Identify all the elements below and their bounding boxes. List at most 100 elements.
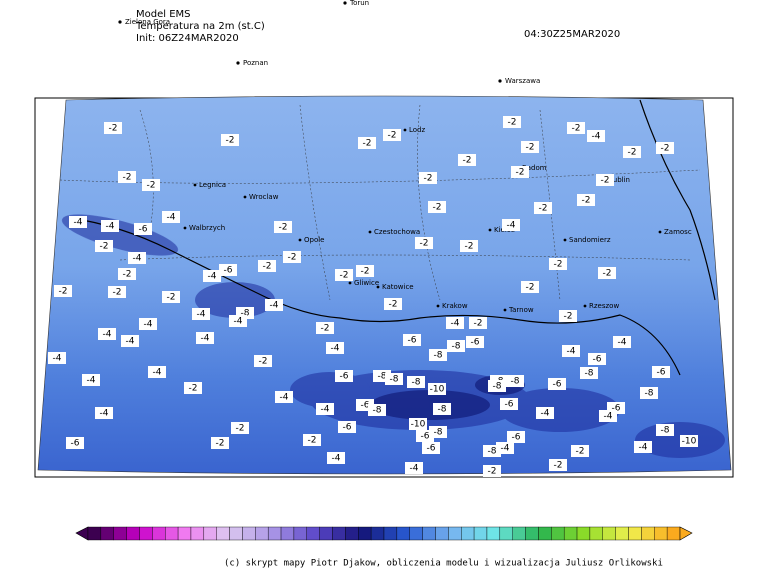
contour-label-box <box>48 352 66 364</box>
contour-label: -8 <box>645 389 654 399</box>
contour-label-box <box>219 264 237 276</box>
contour-label: -10 <box>411 420 426 430</box>
color-swatch <box>525 526 539 541</box>
contour-label-box <box>588 353 606 365</box>
contour-label: -2 <box>279 223 288 233</box>
contour-label: -6 <box>421 432 430 442</box>
contour-label-box <box>139 318 157 330</box>
contour-label: -4 <box>144 320 153 330</box>
contour-label: -2 <box>576 447 585 457</box>
contour-label-box <box>506 375 524 387</box>
contour-label-box <box>134 223 152 235</box>
contour-label: -2 <box>340 271 349 281</box>
contour-label: -2 <box>474 319 483 329</box>
contour-label: -4 <box>592 132 601 142</box>
contour-label-box <box>118 268 136 280</box>
color-swatch <box>100 526 114 541</box>
contour-label: -6 <box>612 404 621 414</box>
color-bar <box>75 526 693 541</box>
contour-label: -2 <box>661 144 670 154</box>
city-dot <box>503 308 507 312</box>
contour-label: -4 <box>53 354 62 364</box>
city-label: Poznan <box>243 59 268 67</box>
contour-label: -4 <box>501 444 510 454</box>
contour-label: -2 <box>167 293 176 303</box>
contour-label: -2 <box>226 136 235 146</box>
contour-label: -4 <box>106 222 115 232</box>
contour-label-box <box>521 281 539 293</box>
contour-label: -8 <box>488 447 497 457</box>
contour-label: -8 <box>241 309 250 319</box>
contour-label-box <box>383 129 401 141</box>
contour-label: -4 <box>133 254 142 264</box>
contour-label-box <box>148 366 166 378</box>
contour-label-box <box>338 421 356 433</box>
city-label: Lodz <box>409 126 426 134</box>
contour-label-box <box>118 171 136 183</box>
contour-label: -6 <box>427 444 436 454</box>
contour-label-box <box>384 298 402 310</box>
color-swatch <box>216 526 230 541</box>
contour-label: -4 <box>126 337 135 347</box>
city-dot <box>376 285 380 289</box>
contour-label: -2 <box>259 357 268 367</box>
contour-label: -2 <box>109 124 118 134</box>
city-label: Torun <box>349 0 369 7</box>
contour-label: -6 <box>505 400 514 410</box>
contour-label: -6 <box>71 439 80 449</box>
city-dot <box>368 230 372 234</box>
contour-label-box <box>98 328 116 340</box>
contour-label: -2 <box>361 267 370 277</box>
contour-label-box <box>184 382 202 394</box>
color-swatch <box>255 526 269 541</box>
contour-label-box <box>211 437 229 449</box>
contour-label: -2 <box>424 174 433 184</box>
contour-label: -4 <box>270 301 279 311</box>
color-bar-start <box>75 526 89 541</box>
credit: (c) skrypt mapy Piotr Djakow, obliczenia… <box>224 559 663 569</box>
color-swatch <box>280 526 295 541</box>
contour-label-box <box>549 459 567 471</box>
contour-label: -8 <box>378 372 387 382</box>
contour-label: -6 <box>408 336 417 346</box>
contour-label-box <box>571 445 589 457</box>
contour-label: -2 <box>389 300 398 310</box>
contour-label-box <box>562 345 580 357</box>
contour-label: -2 <box>554 461 563 471</box>
contour-label: -2 <box>601 176 610 186</box>
contour-label-box <box>335 269 353 281</box>
contour-label-box <box>265 299 283 311</box>
contour-label-box <box>598 267 616 279</box>
contour-label-box <box>577 194 595 206</box>
contour-label-box <box>231 422 249 434</box>
contour-label: -4 <box>639 443 648 453</box>
contour-label: -6 <box>224 266 233 276</box>
contour-label-box <box>196 332 214 344</box>
contour-label-box <box>536 407 554 419</box>
contour-label-box <box>447 340 465 352</box>
contour-label-box <box>416 430 434 442</box>
contour-label: -6 <box>553 380 562 390</box>
contour-label: -2 <box>308 436 317 446</box>
contour-label-box <box>548 378 566 390</box>
contour-label-box <box>469 317 487 329</box>
contour-label-box <box>303 434 321 446</box>
contour-label: -4 <box>153 368 162 378</box>
color-swatch <box>654 526 668 541</box>
contour-label-box <box>162 291 180 303</box>
city-label: Rzeszow <box>589 302 619 310</box>
contour-label-box <box>101 220 119 232</box>
color-swatch <box>486 526 501 541</box>
contour-label: -4 <box>197 310 206 320</box>
contour-label: -2 <box>123 173 132 183</box>
color-swatch <box>229 526 243 541</box>
color-swatch <box>293 526 307 541</box>
city-label: Legnica <box>199 181 226 189</box>
contour-label-box <box>466 336 484 348</box>
contour-label: -4 <box>604 412 613 422</box>
contour-label: -4 <box>410 464 419 474</box>
contour-label-box <box>634 441 652 453</box>
contour-label: -2 <box>59 287 68 297</box>
city-dot <box>183 226 187 230</box>
